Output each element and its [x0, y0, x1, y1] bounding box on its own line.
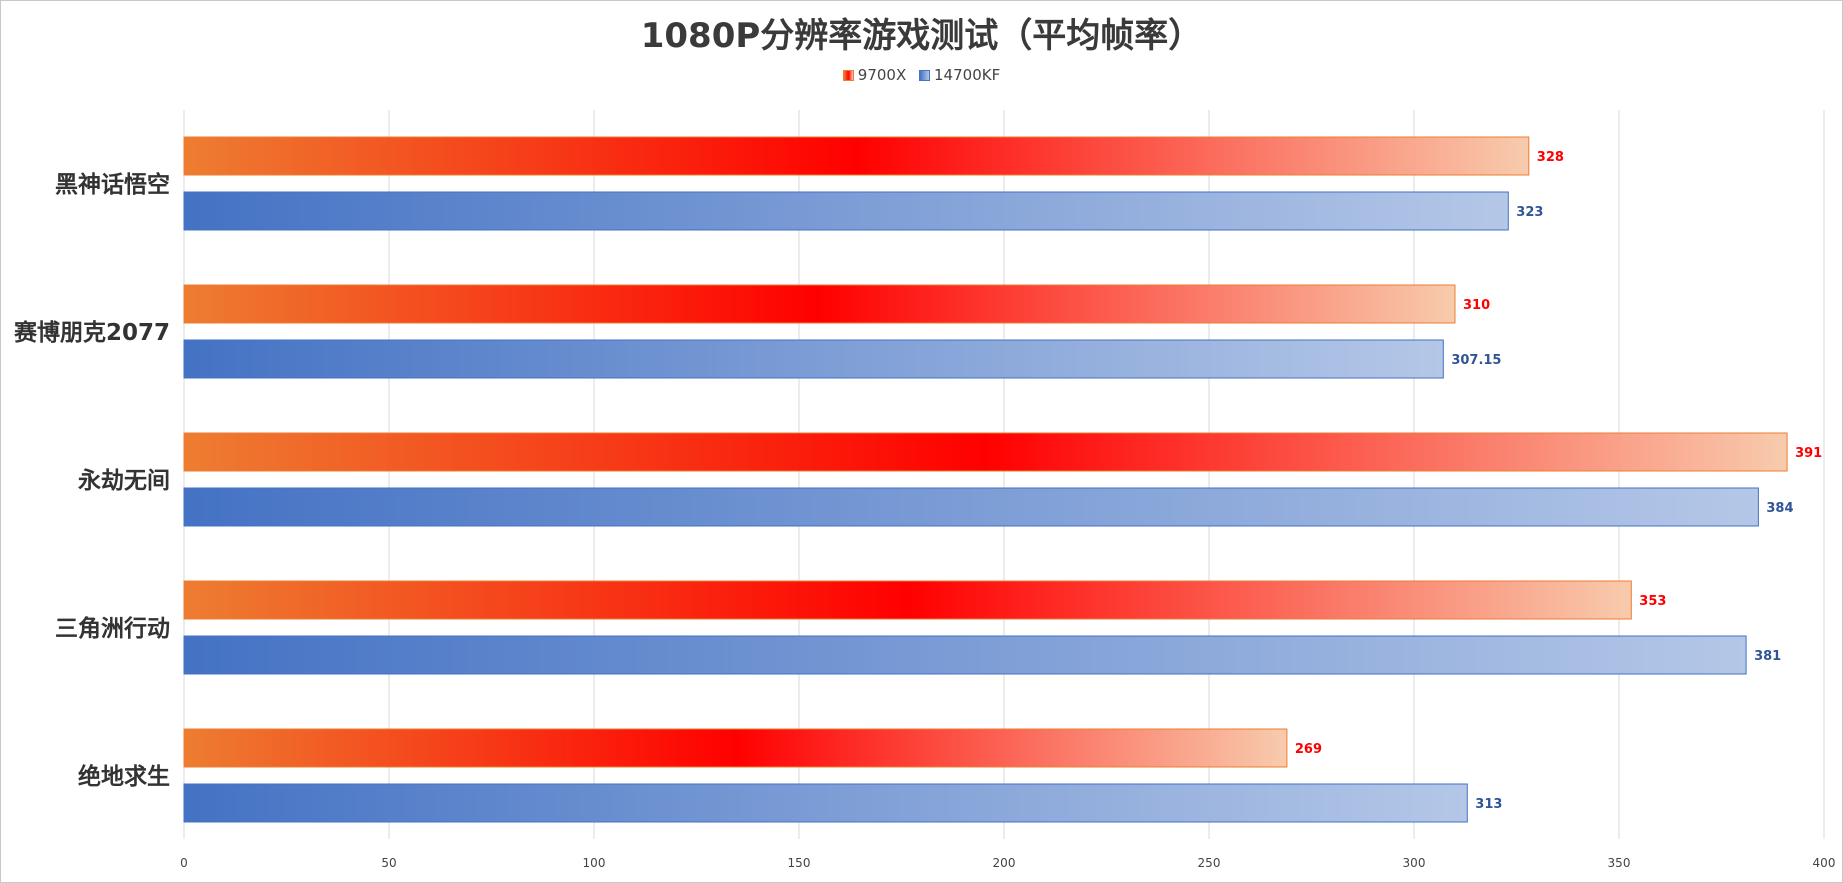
legend-label-9700x: 9700X	[857, 66, 907, 84]
bar	[183, 432, 1788, 472]
legend-label-14700kf: 14700KF	[934, 66, 1001, 84]
data-label: 310	[1463, 298, 1490, 313]
data-label: 307.15	[1451, 353, 1501, 368]
category-label: 三角洲行动	[55, 615, 170, 642]
bar	[183, 136, 1530, 176]
category-label: 永劫无间	[78, 468, 170, 494]
x-tick-label: 100	[583, 856, 606, 870]
labels: 0 50 100 150 200 250 300 350 400 黑神话悟空 328 323 赛博朋克2…	[13, 150, 1835, 870]
legend-item-9700x: 9700X	[842, 66, 907, 84]
gridlines	[183, 110, 1825, 839]
x-tick-label: 0	[180, 856, 188, 870]
bar	[183, 783, 1468, 823]
data-label: 381	[1754, 649, 1781, 664]
data-label: 323	[1516, 205, 1543, 220]
bar	[183, 580, 1632, 620]
legend: 9700X 14700KF	[0, 66, 1843, 84]
data-label: 391	[1795, 446, 1822, 461]
legend-swatch-14700kf	[919, 70, 931, 81]
bar	[183, 339, 1444, 379]
x-tick-label: 200	[993, 856, 1016, 870]
category-label: 黑神话悟空	[55, 171, 170, 198]
bar	[183, 487, 1759, 527]
x-tick-label: 350	[1608, 856, 1631, 870]
x-tick-label: 250	[1198, 856, 1221, 870]
category-label: 绝地求生	[78, 763, 170, 790]
data-label: 313	[1475, 797, 1502, 812]
x-tick-label: 400	[1813, 856, 1836, 870]
x-tick-label: 150	[788, 856, 811, 870]
x-tick-label: 50	[381, 856, 396, 870]
data-label: 384	[1766, 501, 1793, 516]
bars	[183, 136, 1788, 823]
bar	[183, 728, 1288, 768]
data-label: 328	[1537, 150, 1564, 165]
data-label: 353	[1639, 594, 1666, 609]
category-label: 赛博朋克2077	[13, 319, 170, 346]
bar	[183, 635, 1747, 675]
legend-swatch-9700x	[842, 70, 854, 81]
legend-item-14700kf: 14700KF	[919, 66, 1000, 84]
bar	[183, 191, 1509, 231]
chart-title: 1080P分辨率游戏测试（平均帧率）	[640, 16, 1203, 56]
data-label: 269	[1295, 742, 1322, 757]
x-tick-label: 300	[1403, 856, 1426, 870]
bar	[183, 284, 1456, 324]
